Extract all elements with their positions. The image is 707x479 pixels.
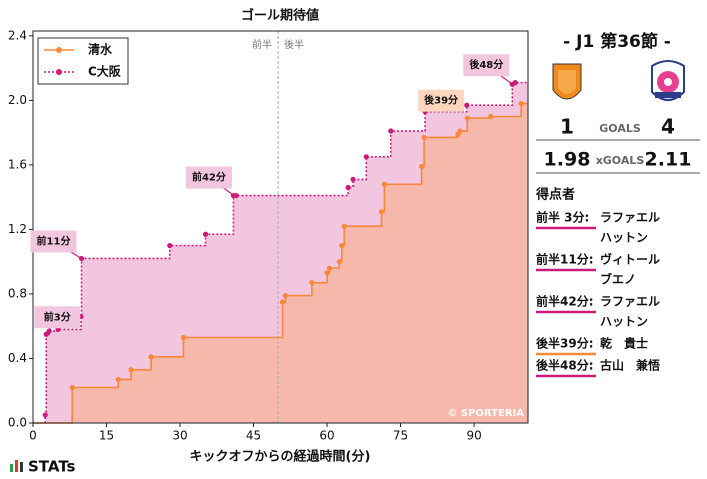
half-label: 後半 — [284, 38, 304, 51]
legend-label: C大阪 — [88, 64, 122, 79]
legend-marker — [56, 47, 62, 53]
annotation-label: 後48分 — [469, 58, 503, 71]
goals-label: GOALS — [599, 122, 641, 135]
point — [419, 163, 425, 170]
scorer-name: ハットン — [600, 231, 648, 245]
half-label: 前半 — [252, 38, 272, 51]
point — [464, 102, 470, 108]
scorer-time: 前半 3分: — [536, 210, 589, 225]
point — [341, 223, 347, 229]
x-axis-label: キックオフからの経過時間(分) — [190, 449, 371, 465]
y-tick-label: 0.8 — [8, 286, 27, 300]
x-tick-label: 75 — [393, 429, 408, 443]
point — [336, 259, 342, 265]
scorer-name: ハットン — [600, 315, 648, 329]
y-tick-label: 1.2 — [8, 222, 27, 236]
scorers-title: 得点者 — [535, 187, 575, 203]
x-tick-label: 90 — [466, 429, 481, 443]
scorer-name: 古山 兼悟 — [600, 358, 660, 373]
scorer-time: 後半48分: — [536, 358, 594, 373]
point — [363, 154, 369, 160]
away-goals: 4 — [661, 115, 675, 139]
point — [464, 115, 470, 121]
x-tick-label: 30 — [172, 429, 187, 443]
point — [326, 265, 333, 271]
away-crest — [651, 60, 685, 101]
plot-frame — [32, 30, 529, 424]
scorer-time: 前半42分: — [536, 294, 594, 309]
scorer-name: ラファエル — [600, 295, 660, 309]
point — [457, 128, 463, 134]
y-tick-label: 0.4 — [8, 351, 27, 365]
x-tick-label: 60 — [319, 429, 334, 443]
annotation-box — [463, 54, 510, 77]
annotation-label: 前42分 — [192, 171, 226, 184]
point — [339, 242, 345, 249]
y-tick-label: 2.0 — [8, 93, 27, 107]
scorer-name: ブエノ — [600, 272, 636, 287]
watermark: © SPORTERIA — [447, 408, 524, 419]
y-tick-label: 0.0 — [8, 416, 27, 430]
point — [282, 292, 289, 299]
home-goals: 1 — [560, 115, 574, 139]
point — [512, 80, 518, 86]
away-xg: 2.11 — [645, 149, 692, 171]
point — [180, 334, 187, 341]
scorer-time: 後半39分: — [536, 336, 594, 351]
point — [518, 100, 524, 107]
legend-label: 清水 — [88, 42, 113, 57]
scorer-name: ヴィトール — [600, 252, 660, 267]
annotation-box — [418, 89, 465, 112]
point — [148, 354, 154, 360]
scorer-time: 前半11分: — [536, 252, 594, 267]
xg-label: xGOALS — [596, 154, 645, 167]
home-crest — [552, 63, 582, 100]
point — [233, 192, 239, 199]
annotation-box — [185, 166, 232, 189]
point — [202, 231, 209, 237]
y-tick-label: 1.6 — [8, 157, 27, 171]
legend-box — [37, 37, 129, 85]
scorer-name: 乾 貴士 — [600, 336, 648, 351]
point — [488, 113, 494, 120]
point — [324, 270, 330, 276]
point — [381, 181, 388, 187]
annotation-box — [34, 306, 81, 329]
logo-text: STATs — [28, 458, 76, 476]
point — [42, 412, 48, 418]
point — [279, 299, 286, 305]
home-xg: 1.98 — [544, 149, 591, 171]
point — [378, 209, 385, 215]
annotation-box — [30, 230, 77, 253]
match-title: - J1 第36節 - — [563, 31, 671, 52]
x-tick-label: 45 — [246, 429, 261, 443]
point — [421, 134, 427, 141]
annotation-label: 後39分 — [424, 94, 458, 107]
scorer-name: ラファエル — [600, 211, 660, 225]
legend-marker — [56, 69, 62, 75]
annotation-label: 前3分 — [44, 310, 71, 323]
y-tick-label: 2.4 — [8, 28, 27, 42]
area — [33, 103, 528, 423]
point — [167, 242, 173, 249]
stats-logo: STATs — [10, 458, 76, 476]
point — [128, 367, 134, 373]
point — [309, 280, 315, 286]
point — [115, 376, 121, 383]
point — [388, 128, 394, 134]
x-tick-label: 0 — [29, 429, 37, 443]
annotation-label: 前11分 — [37, 234, 71, 247]
x-tick-label: 15 — [99, 429, 114, 443]
point — [350, 176, 356, 183]
point — [69, 384, 75, 391]
chart-title: ゴール期待値 — [241, 8, 319, 24]
point — [345, 184, 351, 191]
